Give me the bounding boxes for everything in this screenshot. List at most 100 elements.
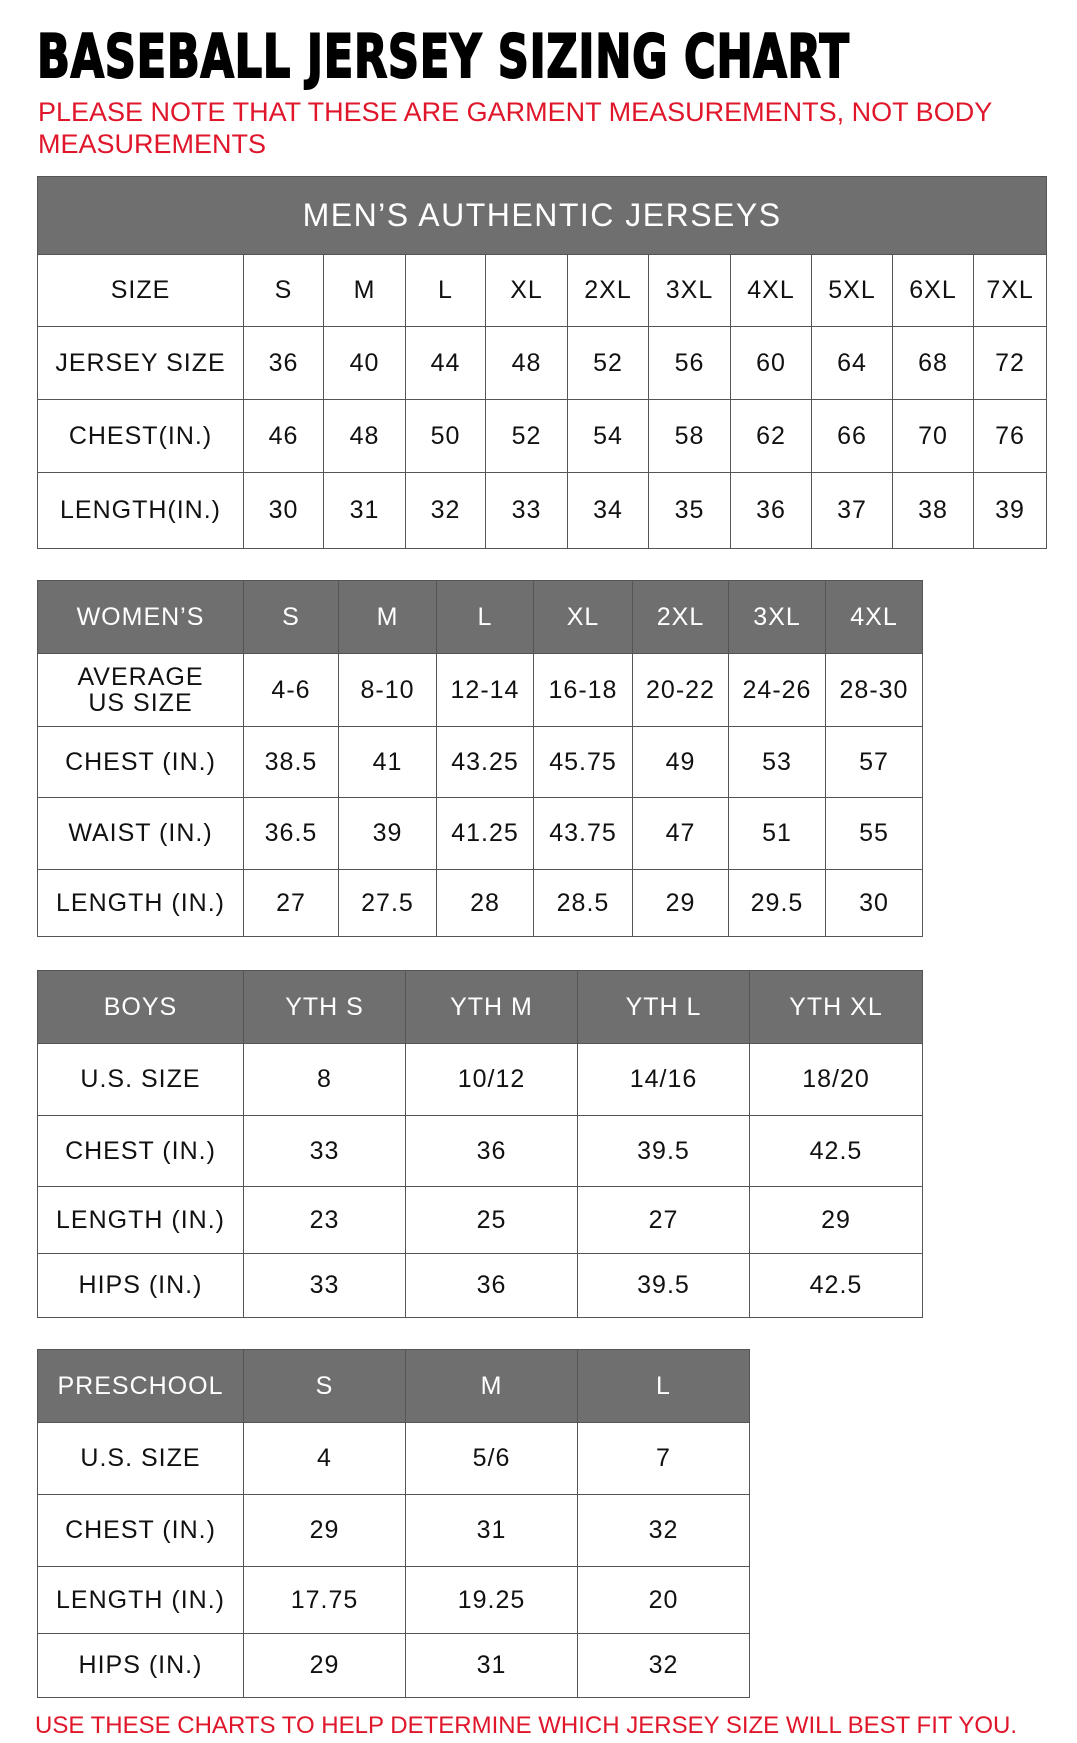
measurement-cell: 47 (632, 797, 729, 870)
measurement-cell: 29 (243, 1633, 406, 1698)
measurement-cell: 20 (577, 1566, 750, 1634)
measurement-cell: 53 (728, 726, 826, 798)
measurement-cell: 60 (730, 326, 812, 400)
measurement-cell: 40 (323, 326, 406, 400)
measurement-cell: 66 (811, 399, 893, 473)
size-column-header: YTH S (243, 970, 406, 1044)
measurement-cell: 4 (243, 1422, 406, 1495)
size-column-header: 5XL (811, 254, 893, 327)
size-column-header: XL (533, 580, 633, 654)
size-column-header: 3XL (728, 580, 826, 654)
size-column-header: 4XL (825, 580, 923, 654)
measurement-cell: 23 (243, 1186, 406, 1254)
table-row: HIPS (IN.) 29 31 32 (37, 1633, 750, 1698)
row-label: LENGTH (IN.) (37, 1186, 244, 1254)
row-label: JERSEY SIZE (37, 326, 244, 400)
row-label: WAIST (IN.) (37, 797, 244, 870)
measurement-cell: 33 (243, 1253, 406, 1318)
table-label-header: PRESCHOOL (37, 1349, 244, 1423)
measurement-cell: 36 (243, 326, 324, 400)
measurement-cell: 34 (567, 472, 649, 549)
table-row: U.S. SIZE 4 5/6 7 (37, 1422, 750, 1495)
measurement-cell: 8-10 (338, 653, 437, 727)
table-row: CHEST (IN.) 38.5 41 43.25 45.75 49 53 57 (37, 726, 923, 798)
header-row: WOMEN’S S M L XL 2XL 3XL 4XL (37, 580, 923, 654)
size-column-header: S (243, 580, 339, 654)
measurement-cell: 17.75 (243, 1566, 406, 1634)
measurement-cell: 19.25 (405, 1566, 578, 1634)
measurement-cell: 27 (577, 1186, 750, 1254)
size-column-header: YTH XL (749, 970, 923, 1044)
size-column-header: M (405, 1349, 578, 1423)
page-title: BASEBALL JERSEY SIZING CHART (36, 21, 850, 93)
measurement-cell: 36 (405, 1253, 578, 1318)
measurement-cell: 36 (405, 1115, 578, 1187)
measurement-cell: 52 (485, 399, 568, 473)
measurement-cell: 35 (648, 472, 731, 549)
measurement-cell: 76 (972, 399, 1048, 473)
size-column-header: 4XL (730, 254, 812, 327)
size-column-header: L (405, 254, 486, 327)
size-column-header: M (338, 580, 437, 654)
womens-table: WOMEN’S S M L XL 2XL 3XL 4XL AVERAGE US SIZE 4-6 8… (37, 580, 923, 937)
measurement-cell: 20-22 (632, 653, 729, 727)
size-column-header: 7XL (972, 254, 1048, 327)
measurement-cell: 43.25 (436, 726, 534, 798)
measurement-cell: 57 (825, 726, 923, 798)
table-row: LENGTH (IN.) 17.75 19.25 20 (37, 1566, 750, 1634)
size-column-header: M (323, 254, 406, 327)
measurement-cell: 25 (405, 1186, 578, 1254)
measurement-cell: 31 (323, 472, 406, 549)
measurement-cell: 44 (405, 326, 486, 400)
table-row: HIPS (IN.) 33 36 39.5 42.5 (37, 1253, 923, 1318)
measurement-cell: 29 (749, 1186, 923, 1254)
size-column-header: YTH M (405, 970, 578, 1044)
measurement-cell: 36.5 (243, 797, 339, 870)
measurement-note: PLEASE NOTE THAT THESE ARE GARMENT MEASU… (38, 97, 992, 159)
size-column-header: 2XL (632, 580, 729, 654)
size-column-header: L (436, 580, 534, 654)
measurement-cell: 32 (405, 472, 486, 549)
measurement-cell: 27.5 (338, 869, 437, 937)
table-row: WAIST (IN.) 36.5 39 41.25 43.75 47 51 55 (37, 797, 923, 870)
header-row: PRESCHOOL S M L (37, 1349, 750, 1423)
measurement-cell: 32 (577, 1633, 750, 1698)
measurement-cell: 7 (577, 1422, 750, 1495)
measurement-cell: 38.5 (243, 726, 339, 798)
measurement-cell: 38 (892, 472, 974, 549)
measurement-cell: 10/12 (405, 1043, 578, 1116)
header-row: BOYS YTH S YTH M YTH L YTH XL (37, 970, 923, 1044)
measurement-cell: 58 (648, 399, 731, 473)
row-label: LENGTH (IN.) (37, 1566, 244, 1634)
measurement-cell: 28.5 (533, 869, 633, 937)
row-label: AVERAGE US SIZE (37, 653, 244, 727)
measurement-cell: 51 (728, 797, 826, 870)
size-column-header: 6XL (892, 254, 974, 327)
measurement-cell: 39.5 (577, 1253, 750, 1318)
measurement-cell: 55 (825, 797, 923, 870)
measurement-cell: 50 (405, 399, 486, 473)
measurement-cell: 16-18 (533, 653, 633, 727)
measurement-cell: 54 (567, 399, 649, 473)
row-label: U.S. SIZE (37, 1422, 244, 1495)
row-label: HIPS (IN.) (37, 1633, 244, 1698)
measurement-cell: 48 (323, 399, 406, 473)
measurement-cell: 42.5 (749, 1115, 923, 1187)
table-caption: MEN’S AUTHENTIC JERSEYS (36, 176, 1048, 255)
measurement-cell: 12-14 (436, 653, 534, 727)
measurement-cell: 70 (892, 399, 974, 473)
header-row: SIZE S M L XL 2XL 3XL 4XL 5XL 6XL 7XL (37, 254, 1048, 327)
size-column-header: S (243, 254, 324, 327)
measurement-cell: 36 (730, 472, 812, 549)
measurement-cell: 4-6 (243, 653, 339, 727)
measurement-cell: 43.75 (533, 797, 633, 870)
measurement-cell: 8 (243, 1043, 406, 1116)
row-label: CHEST (IN.) (37, 1115, 244, 1187)
footer-note: USE THESE CHARTS TO HELP DETERMINE WHICH… (35, 1712, 1018, 1739)
table-row: U.S. SIZE 8 10/12 14/16 18/20 (37, 1043, 923, 1116)
measurement-cell: 29 (632, 869, 729, 937)
row-label: CHEST (IN.) (37, 1494, 244, 1567)
table-row: CHEST(IN.) 46 48 50 52 54 58 62 66 70 76 (37, 399, 1048, 473)
measurement-cell: 33 (243, 1115, 406, 1187)
size-column-header: L (577, 1349, 750, 1423)
